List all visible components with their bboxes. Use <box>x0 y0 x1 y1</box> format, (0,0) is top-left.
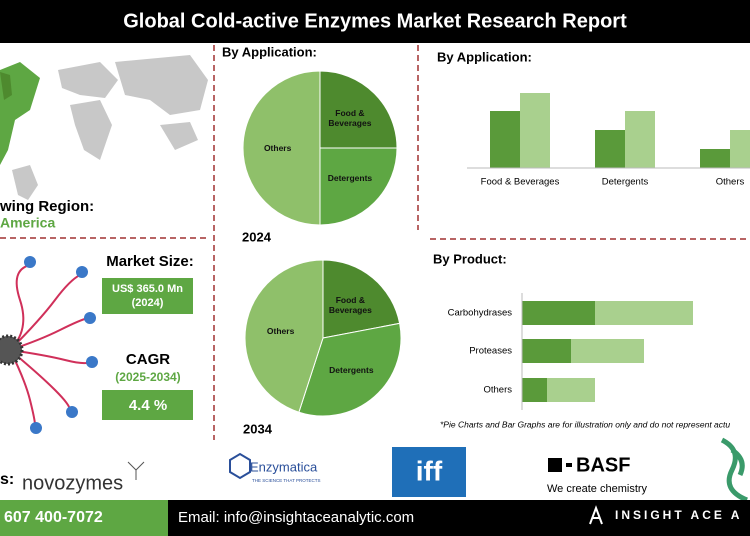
logo-tagline: THE SCIENCE THAT PROTECTS <box>252 478 321 483</box>
bar <box>547 378 595 402</box>
footer-phone: 607 400-7072 <box>4 509 103 526</box>
pie-slice <box>319 147 398 226</box>
footer-phone-box <box>0 500 168 536</box>
cagr-value: 4.4 % <box>129 397 167 414</box>
chart-title: By Application: <box>437 49 532 64</box>
pie-slice <box>319 70 398 149</box>
region-label: wing Region: <box>0 198 94 215</box>
logo-enzymatica: Enzymatica <box>250 459 318 474</box>
pie-label-box: Food & Beverages <box>328 108 372 129</box>
pie-label-box: Detergents <box>327 172 373 183</box>
x-tick-label: Others <box>716 177 745 188</box>
pie-label-box: Others <box>266 326 295 337</box>
bar <box>595 301 693 325</box>
logo-icon <box>548 458 562 472</box>
market-size-value: US$ 365.0 Mn (2024) <box>112 283 183 309</box>
market-size-fo: US$ 365.0 Mn (2024) <box>112 283 183 309</box>
brand-icon <box>589 505 603 525</box>
bar <box>520 93 550 168</box>
pie-label: Food & Beverages <box>328 294 372 315</box>
bar <box>571 339 644 363</box>
pie-year: 2034 <box>243 421 273 436</box>
bar <box>730 130 750 168</box>
chart-title: By Product: <box>433 251 507 266</box>
bar <box>595 130 625 168</box>
logo-basf: BASF <box>576 454 630 476</box>
logo-icon <box>566 463 572 467</box>
region-value: America <box>0 215 55 231</box>
bar <box>522 339 571 363</box>
logo-iff-box <box>392 447 466 497</box>
bar <box>700 149 730 168</box>
pie-slice <box>322 259 401 339</box>
world-map <box>0 55 208 200</box>
pie-label-box: Detergents <box>329 365 374 376</box>
logos-prefix: s: <box>0 471 14 488</box>
bar <box>490 111 520 168</box>
pie-label: Detergents <box>327 172 373 183</box>
footer-brand: INSIGHT ACE A <box>615 508 742 522</box>
cagr-period: (2025-2034) <box>115 370 180 384</box>
logo-icon <box>127 461 145 480</box>
pie-label: Others <box>266 326 295 337</box>
bar <box>522 301 595 325</box>
pie-label-box: Food & Beverages <box>328 294 372 315</box>
cagr-box <box>102 390 193 420</box>
pie-label-box: Others <box>263 143 292 153</box>
chart-title: By Application: <box>222 44 317 59</box>
pie-slice <box>244 259 324 413</box>
logo-icon <box>229 452 251 480</box>
market-size-label: Market Size: <box>106 253 194 270</box>
footer-email: Email: info@insightaceanalytic.com <box>178 509 414 526</box>
pie-label: Food & Beverages <box>328 108 372 129</box>
x-tick-label: Detergents <box>602 177 649 188</box>
cagr-label: CAGR <box>126 351 170 368</box>
logo-basf-tagline: We create chemistry <box>547 483 648 495</box>
logo-icon <box>720 437 749 503</box>
pie-slice <box>242 70 321 226</box>
pie-label: Detergents <box>329 365 374 376</box>
header-title: Global Cold-active Enzymes Market Resear… <box>123 10 627 32</box>
y-tick-label: Others <box>483 385 512 396</box>
logo-novozymes: novozymes <box>22 472 123 494</box>
logo-iff: iff <box>416 455 443 486</box>
molecule-illustration <box>0 256 98 434</box>
y-tick-label: Carbohydrases <box>448 308 513 319</box>
x-tick-label: Food & Beverages <box>481 177 560 188</box>
pie-slice <box>298 322 402 417</box>
bar <box>625 111 655 168</box>
pie-label: Others <box>263 143 292 153</box>
chart-note: *Pie Charts and Bar Graphs are for illus… <box>440 419 730 429</box>
bar <box>522 378 547 402</box>
header-bar <box>0 0 750 43</box>
y-tick-label: Proteases <box>469 346 512 357</box>
market-size-box <box>102 278 193 314</box>
pie-year: 2024 <box>242 229 272 244</box>
